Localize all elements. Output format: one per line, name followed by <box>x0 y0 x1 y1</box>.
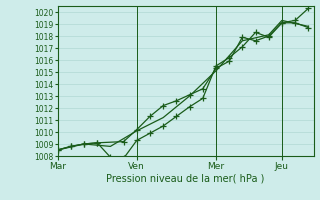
X-axis label: Pression niveau de la mer( hPa ): Pression niveau de la mer( hPa ) <box>107 173 265 183</box>
